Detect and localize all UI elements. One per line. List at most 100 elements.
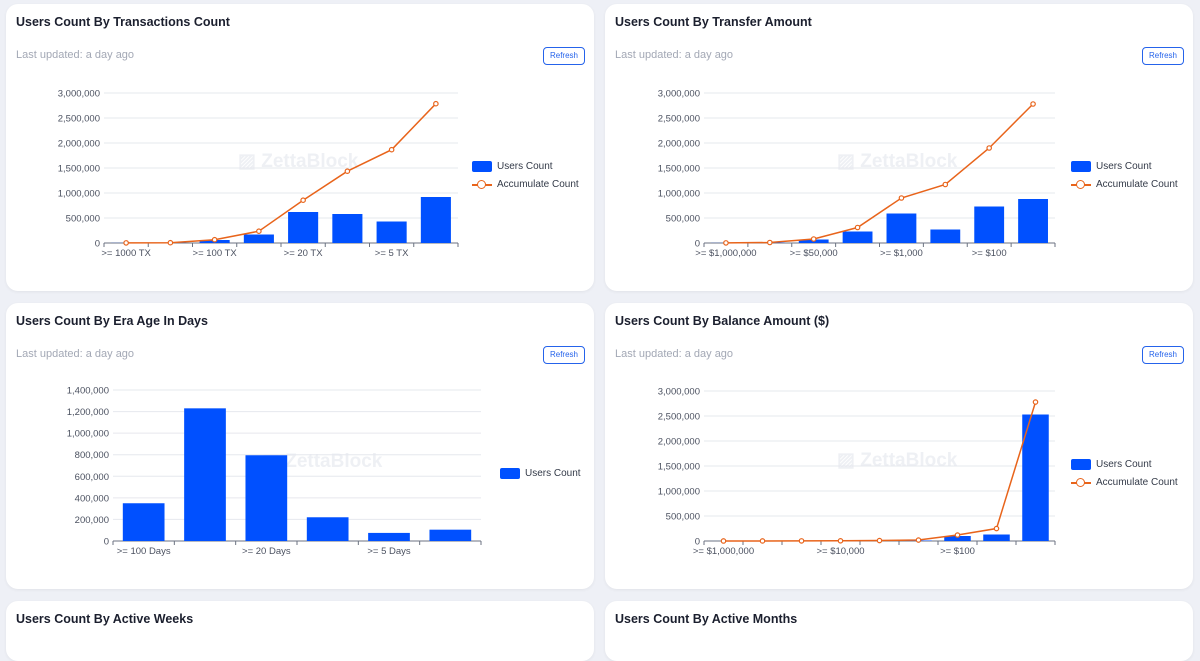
y-tick-label: 2,000,000 [658, 437, 700, 448]
x-tick-label: >= $100 [940, 546, 975, 557]
x-tick-label: >= $100 [972, 248, 1007, 259]
line-point [799, 539, 803, 543]
legend-label: Users Count [525, 468, 581, 479]
x-tick-label: >= 100 Days [117, 546, 171, 557]
bar [930, 230, 960, 244]
y-tick-label: 500,000 [66, 214, 100, 225]
line-point [124, 241, 128, 245]
y-tick-label: 800,000 [75, 450, 109, 461]
y-tick-label: 600,000 [75, 472, 109, 483]
y-tick-label: 1,400,000 [67, 386, 109, 397]
chart-card-transfer-amount: Users Count By Transfer Amount Last upda… [605, 4, 1193, 291]
y-tick-label: 3,000,000 [58, 89, 100, 100]
x-tick-label: >= $1,000 [880, 248, 923, 259]
bar [245, 455, 287, 541]
x-tick-label: >= 5 Days [367, 546, 411, 557]
legend-line-swatch [1071, 477, 1091, 488]
legend-line-swatch [1071, 179, 1091, 190]
chart-transactions: ▨ ZettaBlock0500,0001,000,0001,500,0002,… [6, 4, 594, 291]
bar [429, 530, 471, 541]
x-tick-label: >= $1,000,000 [695, 248, 756, 259]
line-point [257, 229, 261, 233]
line-point [987, 146, 991, 150]
line-point [760, 539, 764, 543]
legend-users-count[interactable]: Users Count [1071, 459, 1152, 470]
chart-card-era-age: Users Count By Era Age In Days Last upda… [6, 303, 594, 589]
x-tick-label: >= $50,000 [790, 248, 838, 259]
line-point [168, 241, 172, 245]
bar [1018, 199, 1048, 243]
line-point [768, 240, 772, 244]
legend-bar-swatch [1071, 161, 1091, 172]
line-point [212, 238, 216, 242]
line-point [943, 182, 947, 186]
line-point [811, 237, 815, 241]
y-tick-label: 2,500,000 [658, 114, 700, 125]
legend-label: Users Count [1096, 161, 1152, 172]
card-title: Users Count By Active Months [615, 612, 797, 626]
legend-bar-swatch [1071, 459, 1091, 470]
bar [332, 214, 362, 243]
x-tick-label: >= $1,000,000 [693, 546, 754, 557]
bar [184, 408, 226, 541]
line-series [724, 402, 1036, 541]
watermark-text: ▨ ZettaBlock [837, 450, 958, 471]
legend-users-count[interactable]: Users Count [500, 468, 581, 479]
y-tick-label: 1,000,000 [658, 189, 700, 200]
y-tick-label: 0 [95, 239, 100, 250]
legend-label: Users Count [1096, 459, 1152, 470]
line-point [855, 225, 859, 229]
legend-bar-swatch [472, 161, 492, 172]
y-tick-label: 500,000 [666, 512, 700, 523]
y-tick-label: 400,000 [75, 493, 109, 504]
legend-label: Accumulate Count [497, 179, 579, 190]
chart-card-transactions: Users Count By Transactions Count Last u… [6, 4, 594, 291]
legend-accumulate-count[interactable]: Accumulate Count [472, 179, 579, 190]
legend-line-swatch [472, 179, 492, 190]
y-tick-label: 1,000,000 [658, 487, 700, 498]
legend-users-count[interactable]: Users Count [472, 161, 553, 172]
chart-era-age: ▨ ZettaBlock0200,000400,000600,000800,00… [6, 303, 594, 589]
bar [123, 503, 165, 541]
line-point [994, 526, 998, 530]
bar [421, 197, 451, 243]
bar [244, 235, 274, 244]
x-tick-label: >= 100 TX [193, 248, 238, 259]
y-tick-label: 3,000,000 [658, 387, 700, 398]
bar [377, 222, 407, 244]
y-tick-label: 200,000 [75, 515, 109, 526]
y-tick-label: 1,500,000 [658, 164, 700, 175]
line-point [301, 198, 305, 202]
y-tick-label: 3,000,000 [658, 89, 700, 100]
bar [288, 212, 318, 243]
line-point [916, 538, 920, 542]
y-tick-label: 1,200,000 [67, 407, 109, 418]
bar [843, 232, 873, 244]
y-tick-label: 1,500,000 [658, 462, 700, 473]
legend-bar-swatch [500, 468, 520, 479]
x-tick-label: >= $10,000 [816, 546, 864, 557]
x-tick-label: >= 20 TX [284, 248, 324, 259]
line-point [955, 533, 959, 537]
chart-card-balance-amount: Users Count By Balance Amount ($) Last u… [605, 303, 1193, 589]
bar [368, 533, 410, 541]
legend-users-count[interactable]: Users Count [1071, 161, 1152, 172]
x-tick-label: >= 20 Days [242, 546, 291, 557]
line-point [877, 538, 881, 542]
watermark-text: ▨ ZettaBlock [238, 151, 359, 172]
line-point [434, 102, 438, 106]
chart-card-active-months: Users Count By Active Months [605, 601, 1193, 661]
line-point [345, 169, 349, 173]
legend-accumulate-count[interactable]: Accumulate Count [1071, 477, 1178, 488]
legend-accumulate-count[interactable]: Accumulate Count [1071, 179, 1178, 190]
x-tick-label: >= 5 TX [375, 248, 409, 259]
line-point [724, 241, 728, 245]
bar [974, 207, 1004, 244]
line-point [721, 539, 725, 543]
line-point [1033, 400, 1037, 404]
y-tick-label: 2,000,000 [658, 139, 700, 150]
y-tick-label: 1,500,000 [58, 164, 100, 175]
y-tick-label: 0 [104, 537, 109, 548]
line-point [899, 196, 903, 200]
watermark-text: ▨ ZettaBlock [837, 151, 958, 172]
